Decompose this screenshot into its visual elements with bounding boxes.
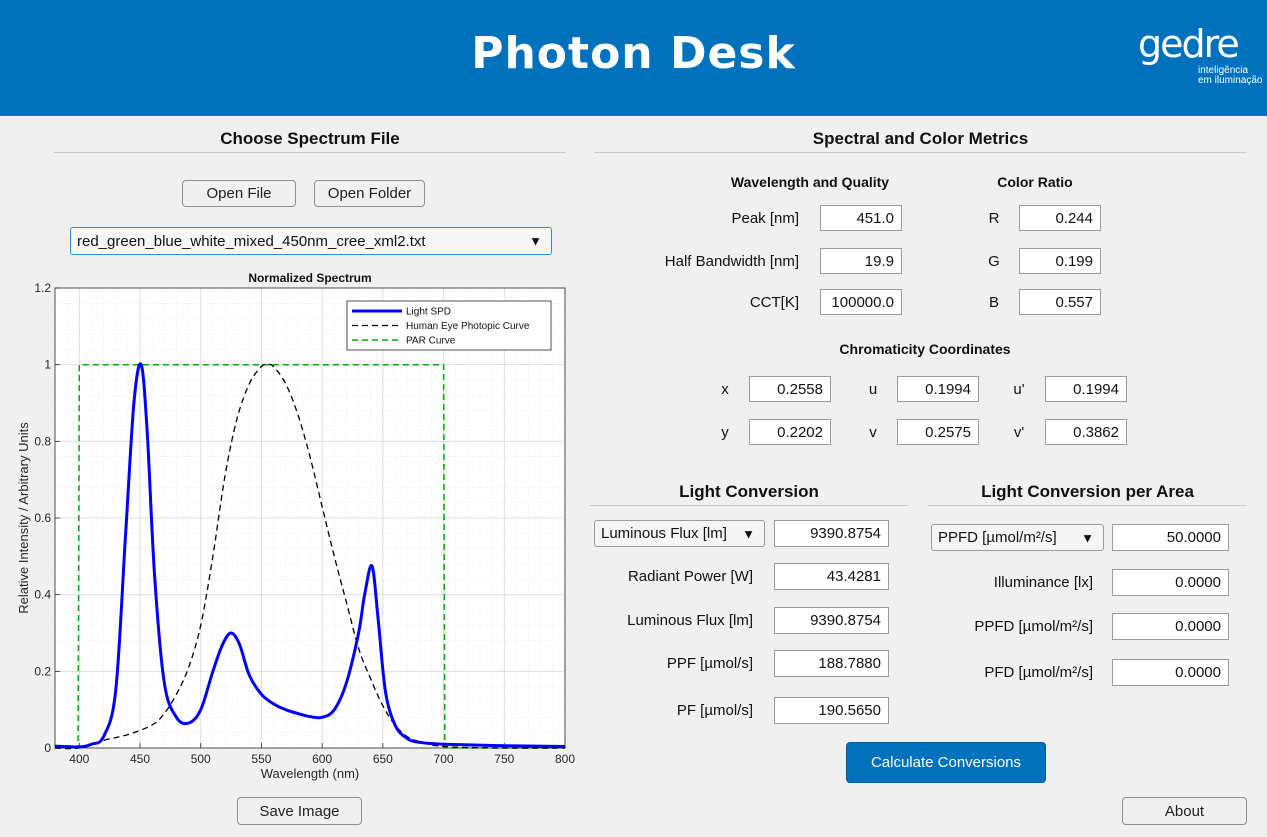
- b-label: B: [988, 294, 999, 311]
- u-prime-label: u': [1013, 381, 1025, 398]
- radiant-power-label: Radiant Power [W]: [627, 568, 753, 585]
- calculate-conversions-button[interactable]: Calculate Conversions: [846, 742, 1046, 783]
- conversion-quantity-dropdown[interactable]: Luminous Flux [lm] ▼: [594, 520, 765, 547]
- y-tick-label: 0.2: [34, 664, 51, 678]
- save-image-button[interactable]: Save Image: [237, 797, 362, 825]
- v-label: v: [869, 424, 877, 441]
- radiant-power-field[interactable]: 43.4281: [774, 563, 889, 590]
- pf-label: PF [µmol/s]: [676, 702, 753, 719]
- y-tick-label: 0: [44, 741, 51, 755]
- conversion-divider: [590, 505, 908, 506]
- per-area-quantity-dropdown[interactable]: PPFD [µmol/m²/s] ▼: [931, 524, 1104, 551]
- y-tick-label: 1: [44, 358, 51, 372]
- x-tick-label: 450: [130, 752, 150, 766]
- luminous-flux-label: Luminous Flux [lm]: [627, 612, 753, 629]
- u-coord-field[interactable]: 0.1994: [897, 376, 979, 402]
- ppf-label: PPF [µmol/s]: [666, 655, 753, 672]
- x-tick-label: 750: [494, 752, 514, 766]
- y-label: y: [721, 424, 729, 441]
- v-coord-field[interactable]: 0.2575: [897, 419, 979, 445]
- x-tick-label: 550: [251, 752, 271, 766]
- v-prime-field[interactable]: 0.3862: [1045, 419, 1127, 445]
- peak-field[interactable]: 451.0: [820, 205, 902, 231]
- x-tick-label: 500: [191, 752, 211, 766]
- y-axis-label: Relative Intensity / Arbitrary Units: [16, 422, 31, 614]
- logo-tagline-2: em iluminação: [1198, 75, 1263, 86]
- r-label: R: [988, 210, 1000, 227]
- y-tick-label: 1.2: [34, 281, 51, 295]
- peak-label: Peak [nm]: [731, 210, 799, 227]
- r-ratio-field[interactable]: 0.244: [1019, 205, 1101, 231]
- per-area-quantity-value: PPFD [µmol/m²/s]: [938, 529, 1057, 546]
- app-title: Photon Desk: [471, 28, 796, 79]
- light-spd-line: [54, 362, 566, 749]
- x-coord-field[interactable]: 0.2558: [749, 376, 831, 402]
- legend-label: Light SPD: [406, 307, 451, 318]
- chevron-down-icon: ▼: [529, 233, 542, 249]
- u-prime-field[interactable]: 0.1994: [1045, 376, 1127, 402]
- legend-label: Human Eye Photopic Curve: [406, 321, 530, 332]
- color-ratio-title: Color Ratio: [997, 174, 1073, 190]
- spectrum-chart: 400 450 500 550 600 650 700 750 800 0 0.2 0.4 0.6 0.8…: [16, 271, 575, 781]
- left-divider: [54, 152, 566, 153]
- per-area-input-field[interactable]: 50.0000: [1112, 524, 1229, 551]
- cct-label: CCT[K]: [749, 294, 799, 311]
- pfd-label: PFD [µmol/m²/s]: [984, 664, 1093, 681]
- y-tick-label: 0.8: [34, 434, 51, 448]
- logo-tagline-1: inteligência: [1198, 65, 1249, 76]
- ppfd-field[interactable]: 0.0000: [1112, 613, 1229, 640]
- luminous-flux-field[interactable]: 9390.8754: [774, 607, 889, 634]
- y-coord-field[interactable]: 0.2202: [749, 419, 831, 445]
- metrics-title: Spectral and Color Metrics: [812, 129, 1029, 148]
- open-file-button[interactable]: Open File: [182, 180, 296, 207]
- gedre-logo: gedre inteligência em iluminação: [1138, 22, 1263, 88]
- g-label: G: [988, 253, 1000, 270]
- logo-mark: gedre: [1138, 22, 1240, 66]
- right-divider: [594, 152, 1247, 153]
- cct-field[interactable]: 100000.0: [820, 289, 902, 315]
- wavelength-quality-title: Wavelength and Quality: [730, 174, 890, 190]
- choose-spectrum-title: Choose Spectrum File: [220, 129, 400, 148]
- about-button[interactable]: About: [1122, 797, 1247, 825]
- spectrum-file-dropdown[interactable]: red_green_blue_white_mixed_450nm_cree_xm…: [70, 227, 552, 255]
- x-tick-label: 700: [434, 752, 454, 766]
- b-ratio-field[interactable]: 0.557: [1019, 289, 1101, 315]
- illuminance-field[interactable]: 0.0000: [1112, 569, 1229, 596]
- half-bandwidth-field[interactable]: 19.9: [820, 248, 902, 274]
- g-ratio-field[interactable]: 0.199: [1019, 248, 1101, 274]
- x-tick-label: 600: [312, 752, 332, 766]
- per-area-divider: [928, 505, 1247, 506]
- light-conversion-title: Light Conversion: [679, 482, 819, 501]
- chevron-down-icon: ▼: [742, 526, 755, 541]
- per-area-title: Light Conversion per Area: [981, 482, 1194, 501]
- chromaticity-title: Chromaticity Coordinates: [839, 341, 1011, 357]
- y-tick-label: 0.4: [34, 588, 51, 602]
- v-prime-label: v': [1013, 424, 1025, 441]
- half-bandwidth-label: Half Bandwidth [nm]: [664, 253, 799, 270]
- chevron-down-icon: ▼: [1081, 530, 1094, 545]
- x-axis-label: Wavelength (nm): [261, 766, 360, 781]
- conversion-input-field[interactable]: 9390.8754: [774, 520, 889, 547]
- legend-label: PAR Curve: [406, 336, 456, 347]
- ppfd-label: PPFD [µmol/m²/s]: [974, 618, 1093, 635]
- photopic-curve-line: [54, 363, 566, 750]
- x-tick-label: 800: [555, 752, 575, 766]
- x-tick-label: 400: [69, 752, 89, 766]
- spectrum-file-value: red_green_blue_white_mixed_450nm_cree_xm…: [77, 232, 426, 250]
- app-header: Photon Desk gedre inteligência em ilumin…: [0, 0, 1267, 116]
- chart-legend: Light SPD Human Eye Photopic Curve PAR Cur…: [346, 300, 552, 351]
- legend-box: [346, 300, 552, 351]
- chart-title: Normalized Spectrum: [248, 271, 371, 285]
- conversion-quantity-value: Luminous Flux [lm]: [601, 525, 727, 542]
- x-tick-label: 650: [373, 752, 393, 766]
- pf-field[interactable]: 190.5650: [774, 697, 889, 724]
- ppf-field[interactable]: 188.7880: [774, 650, 889, 677]
- y-tick-label: 0.6: [34, 511, 51, 525]
- illuminance-label: Illuminance [lx]: [993, 574, 1093, 591]
- open-folder-button[interactable]: Open Folder: [314, 180, 425, 207]
- pfd-field[interactable]: 0.0000: [1112, 659, 1229, 686]
- u-label: u: [868, 381, 878, 398]
- x-label: x: [721, 381, 729, 398]
